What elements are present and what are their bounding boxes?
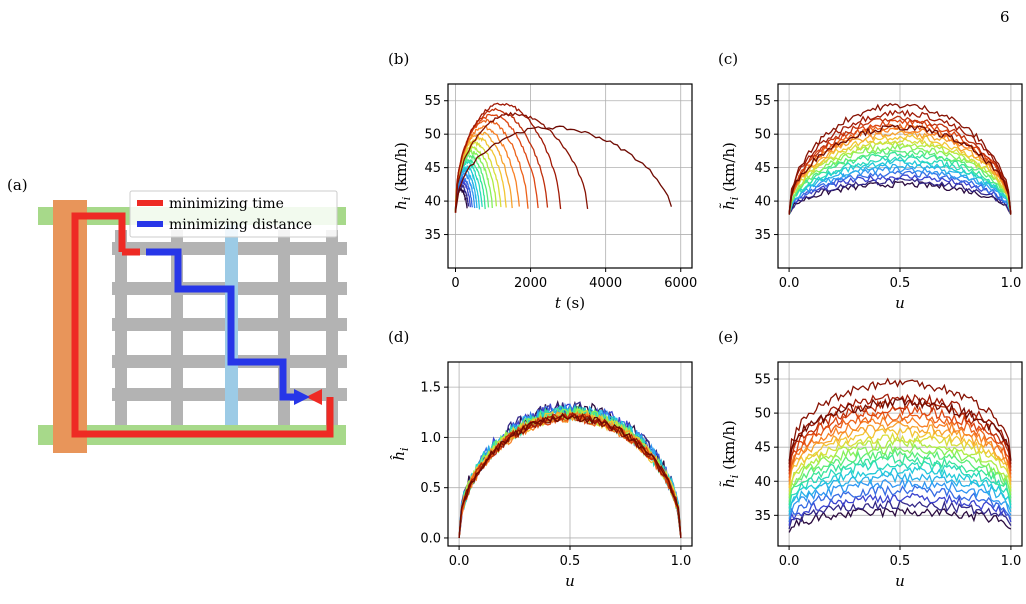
x-tick-label: 0.5 <box>890 554 911 569</box>
axes-frame-4 <box>777 361 1023 547</box>
legend-label-distance: minimizing distance <box>169 217 312 233</box>
panel-label-e: (e) <box>718 328 739 346</box>
x-tick-label: 0 <box>451 276 459 291</box>
axes-frame-2 <box>777 83 1023 269</box>
x-axis-label: u <box>565 572 575 590</box>
series-line <box>458 413 682 539</box>
y-tick-label: 45 <box>754 161 771 176</box>
series-line <box>788 492 1012 526</box>
y-axis-label: h̃i (km/h) <box>720 420 741 488</box>
series-line <box>788 506 1012 533</box>
y-tick-label: 35 <box>424 228 441 243</box>
panel-label-d: (d) <box>388 328 410 346</box>
series-line <box>788 115 1012 215</box>
series-line <box>788 102 1012 215</box>
y-tick-label: 0.0 <box>420 531 441 546</box>
x-tick-label: 1.0 <box>1001 276 1022 291</box>
y-tick-label: 45 <box>754 441 771 456</box>
series-line <box>454 102 562 213</box>
panel-label-a: (a) <box>7 176 28 194</box>
series-line <box>788 159 1012 215</box>
x-axis-label: u <box>895 294 905 312</box>
series-line <box>788 136 1012 215</box>
page-number: 6 <box>1000 8 1010 26</box>
x-tick-label: 0.0 <box>449 554 470 569</box>
street-v5 <box>326 230 338 425</box>
y-tick-label: 45 <box>424 161 441 176</box>
series-line <box>788 166 1012 215</box>
series-line <box>788 148 1012 215</box>
y-tick-label: 1.5 <box>420 381 441 396</box>
y-tick-label: 35 <box>754 228 771 243</box>
series-line <box>788 416 1012 482</box>
distance-route-arrow-icon <box>294 389 310 405</box>
x-tick-label: 0.0 <box>779 276 800 291</box>
legend-label-time: minimizing time <box>169 196 284 212</box>
chart-4: 0.0 0.5 1.0 35 40 45 50 55 u h̃i (km/h) <box>720 361 1023 590</box>
chart-3: 0.0 0.5 1.0 0.0 0.5 1.0 1.5 u ĥi <box>390 361 693 590</box>
series-line <box>788 460 1012 509</box>
series-line <box>788 130 1012 215</box>
y-axis-label: ĥi <box>390 447 411 460</box>
route-minimizing-distance <box>146 248 296 401</box>
y-tick-label: 50 <box>754 128 771 143</box>
y-tick-label: 50 <box>754 407 771 422</box>
series-line <box>788 151 1012 215</box>
x-tick-label: 4000 <box>589 276 622 291</box>
street-v1 <box>115 230 127 425</box>
y-tick-label: 35 <box>754 509 771 524</box>
series-line <box>788 124 1012 215</box>
series-line <box>788 452 1012 506</box>
series-line <box>788 442 1012 499</box>
x-axis-label: t (s) <box>555 294 585 312</box>
series-line <box>788 162 1012 215</box>
x-tick-label: 6000 <box>664 276 697 291</box>
y-axis-label: h̃i (km/h) <box>720 142 741 210</box>
x-tick-label: 2000 <box>514 276 547 291</box>
y-tick-label: 55 <box>754 373 771 388</box>
y-tick-label: 40 <box>754 195 771 210</box>
y-axis-label: hi (km/h) <box>392 142 413 210</box>
x-axis-label: u <box>895 572 905 590</box>
x-tick-label: 0.5 <box>890 276 911 291</box>
series-line <box>788 465 1012 513</box>
series-line <box>788 155 1012 215</box>
series-line <box>788 397 1012 461</box>
axes-frame-1 <box>447 83 693 269</box>
series-line <box>788 405 1012 475</box>
y-tick-label: 40 <box>424 195 441 210</box>
series-line <box>788 174 1012 215</box>
series-line <box>788 118 1012 215</box>
x-tick-label: 0.5 <box>560 554 581 569</box>
y-tick-label: 55 <box>424 94 441 109</box>
series-line <box>788 448 1012 502</box>
time-route-arrow-icon <box>306 389 322 405</box>
chart-1: 0 2000 4000 6000 35 40 45 50 55 t (s) hi (km/h) <box>392 83 697 312</box>
series-line <box>788 143 1012 215</box>
y-tick-label: 1.0 <box>420 431 441 446</box>
y-tick-label: 0.5 <box>420 481 441 496</box>
y-tick-label: 40 <box>754 475 771 490</box>
route-minimizing-time <box>71 212 334 438</box>
legend: minimizing time minimizing distance <box>129 190 338 238</box>
x-tick-label: 0.0 <box>779 554 800 569</box>
y-tick-label: 50 <box>424 128 441 143</box>
panel-label-b: (b) <box>388 50 410 68</box>
x-tick-label: 1.0 <box>1001 554 1022 569</box>
axes-frame-3 <box>447 361 693 547</box>
x-tick-label: 1.0 <box>671 554 692 569</box>
chart-2: 0.0 0.5 1.0 35 40 45 50 55 u h̃i (km/h) <box>720 83 1023 312</box>
highway-vertical <box>53 200 87 453</box>
panel-label-c: (c) <box>718 50 739 68</box>
series-line <box>454 125 673 213</box>
y-tick-label: 55 <box>754 94 771 109</box>
series-line <box>788 377 1012 465</box>
series-line <box>454 111 589 211</box>
street-network-diagram: minimizing time minimizing distance <box>38 190 347 453</box>
series-line <box>788 477 1012 519</box>
legend-box <box>129 190 338 238</box>
series-line <box>788 426 1012 489</box>
series-line <box>454 149 493 210</box>
